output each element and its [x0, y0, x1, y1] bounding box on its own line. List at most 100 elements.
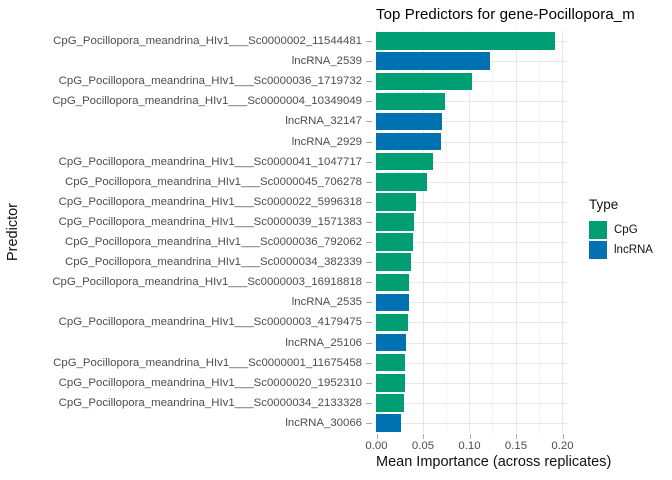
y-axis-label: CpG_Pocillopora_meandrina_HIv1___Sc00000… — [52, 276, 362, 289]
y-axis-label: CpG_Pocillopora_meandrina_HIv1___Sc00000… — [64, 175, 362, 188]
gridline-major — [562, 31, 563, 433]
y-axis-label: CpG_Pocillopora_meandrina_HIv1___Sc00000… — [58, 215, 362, 228]
bar — [376, 273, 410, 291]
y-axis-label: lncRNA_30066 — [285, 416, 362, 429]
y-axis-label: CpG_Pocillopora_meandrina_HIv1___Sc00000… — [58, 195, 362, 208]
y-axis-label: CpG_Pocillopora_meandrina_HIv1___Sc00000… — [53, 35, 362, 48]
x-tick-mark — [562, 434, 564, 439]
gridline-row — [376, 422, 567, 424]
y-tick-mark — [366, 382, 372, 384]
gridline-minor — [492, 31, 494, 433]
legend-swatch-cpg — [589, 221, 607, 239]
x-tick-label: 0.05 — [411, 440, 435, 452]
bar — [376, 253, 412, 271]
y-tick-mark — [366, 242, 372, 244]
x-tick-mark — [469, 434, 471, 439]
y-tick-mark — [366, 41, 372, 43]
legend-label: lncRNA — [614, 244, 653, 256]
gridline-row — [376, 342, 567, 344]
y-tick-mark — [366, 422, 372, 424]
gridline-row — [376, 282, 567, 284]
bar — [376, 112, 443, 131]
bar — [376, 72, 472, 90]
x-tick-label: 0.10 — [458, 440, 481, 452]
bar — [376, 213, 415, 231]
y-axis-label: CpG_Pocillopora_meandrina_HIv1___Sc00000… — [64, 256, 362, 269]
bar — [376, 394, 404, 412]
gridline-row — [376, 382, 567, 384]
x-tick-label: 0.00 — [365, 440, 388, 452]
gridline-row — [376, 302, 567, 304]
legend-label: CpG — [614, 224, 638, 236]
bar — [376, 313, 408, 332]
gridline-row — [376, 322, 567, 324]
gridline-row — [376, 181, 567, 183]
legend-swatch-lncrna — [589, 241, 607, 259]
gridline-row — [376, 362, 567, 364]
bar — [376, 152, 433, 171]
y-tick-mark — [366, 342, 372, 344]
bar — [376, 293, 409, 312]
gridline-row — [376, 161, 567, 163]
bar — [376, 52, 491, 70]
y-tick-mark — [366, 322, 372, 324]
y-tick-mark — [366, 81, 372, 83]
legend-title: Type — [589, 197, 619, 212]
y-axis-label: lncRNA_32147 — [285, 115, 362, 128]
y-axis-label: lncRNA_2539 — [291, 55, 362, 68]
bar — [376, 193, 416, 211]
y-axis-label: CpG_Pocillopora_meandrina_HIv1___Sc00000… — [52, 95, 362, 108]
bar — [376, 173, 428, 191]
bar — [376, 92, 445, 111]
gridline-row — [376, 402, 567, 404]
legend-items: CpG lncRNA — [589, 221, 653, 259]
bar — [376, 333, 406, 352]
y-tick-mark — [366, 161, 372, 163]
bar — [376, 233, 414, 251]
y-tick-mark — [366, 101, 372, 103]
plot-panel — [376, 31, 567, 433]
x-tick-mark — [423, 434, 424, 439]
y-tick-mark — [366, 282, 372, 284]
x-axis-title: Mean Importance (across replicates) — [376, 454, 612, 470]
legend-item: lncRNA — [589, 241, 653, 259]
bar — [376, 414, 402, 432]
gridline-minor — [399, 31, 401, 433]
gridline-row — [376, 141, 567, 143]
bar — [376, 353, 405, 372]
gridline-major — [376, 31, 377, 433]
y-axis-label: lncRNA_25106 — [285, 336, 362, 349]
y-tick-mark — [366, 262, 372, 264]
y-axis-label: CpG_Pocillopora_meandrina_HIv1___Sc00000… — [58, 155, 362, 168]
legend: Type CpG lncRNA — [589, 197, 653, 261]
bar — [376, 374, 405, 392]
y-axis-label: CpG_Pocillopora_meandrina_HIv1___Sc00000… — [58, 376, 362, 389]
y-tick-mark — [366, 402, 372, 404]
x-tick-label: 0.20 — [551, 440, 574, 452]
y-axis-label: lncRNA_2929 — [291, 135, 362, 148]
gridline-row — [376, 221, 567, 223]
gridline-row — [376, 201, 567, 203]
gridline-row — [376, 101, 567, 103]
x-tick-mark — [516, 434, 517, 439]
x-tick-mark — [376, 434, 378, 439]
y-axis-label: CpG_Pocillopora_meandrina_HIv1___Sc00000… — [58, 396, 362, 409]
y-tick-mark — [366, 201, 372, 203]
gridline-major — [422, 31, 424, 433]
gridline-minor — [445, 31, 447, 433]
gridline-row — [376, 242, 567, 244]
y-tick-mark — [366, 181, 372, 183]
chart-title: Top Predictors for gene-Pocillopora_m — [376, 6, 635, 23]
y-axis-label: CpG_Pocillopora_meandrina_HIv1___Sc00000… — [58, 75, 362, 88]
y-axis-label: CpG_Pocillopora_meandrina_HIv1___Sc00000… — [64, 236, 362, 249]
y-axis-title: Predictor — [5, 202, 21, 262]
gridline-minor — [538, 31, 540, 433]
y-axis-label: lncRNA_2535 — [291, 296, 362, 309]
y-tick-mark — [366, 121, 372, 123]
y-tick-mark — [366, 362, 372, 364]
bar — [376, 32, 556, 50]
bar — [376, 132, 442, 151]
gridline-row — [376, 262, 567, 264]
x-tick-label: 0.15 — [504, 440, 528, 452]
